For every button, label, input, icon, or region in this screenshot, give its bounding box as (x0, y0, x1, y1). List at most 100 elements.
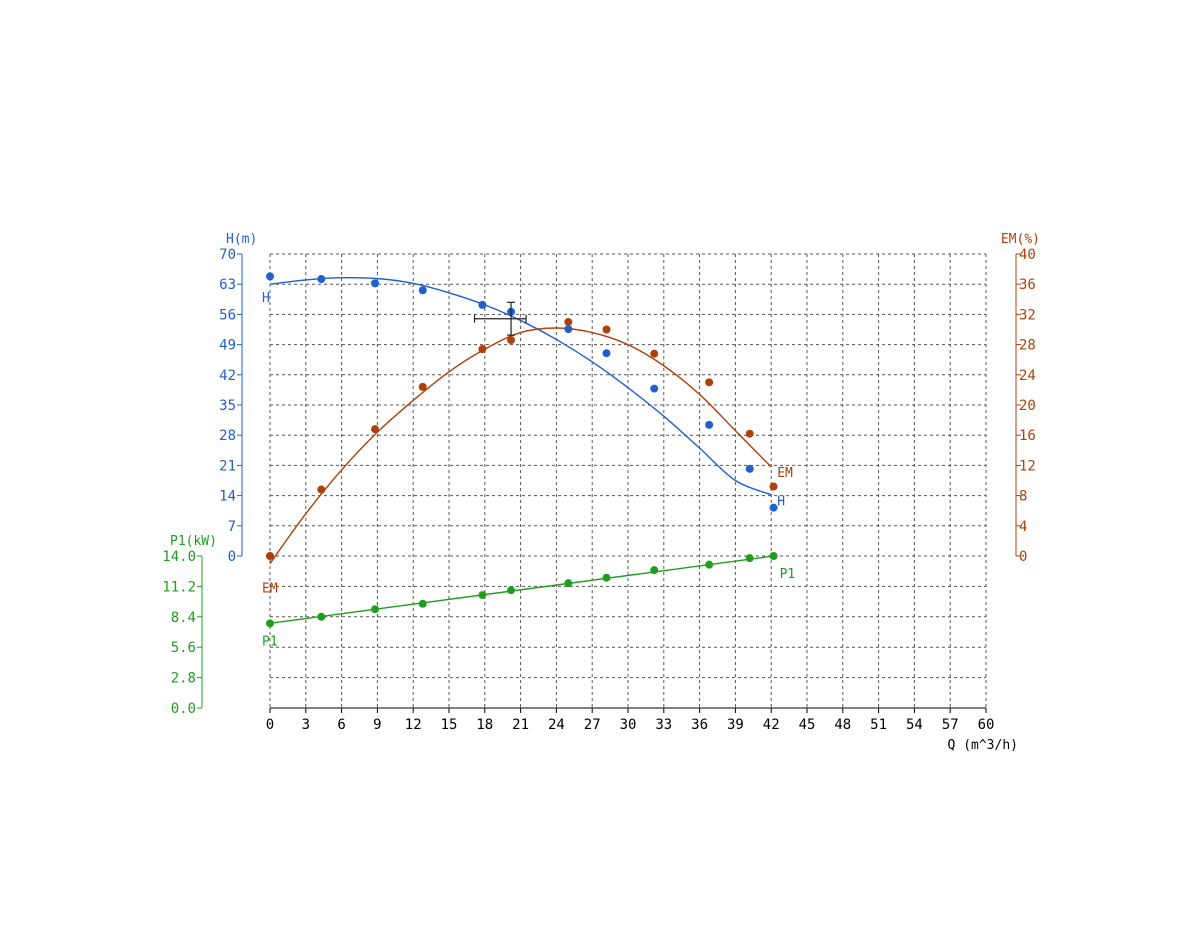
h-data-point (602, 349, 611, 358)
p1-data-point (650, 566, 659, 575)
p1-data-point (371, 605, 380, 614)
axes: 0 3 6 9 12 15 18 21 24 27 30 33 36 39 42 45 48 51 54 57 60Q … (162, 232, 1040, 753)
p1-data-point (478, 591, 487, 600)
p1-data-point (602, 573, 611, 582)
h-data-point (317, 275, 326, 284)
h-data-point (478, 300, 487, 309)
data-points (266, 272, 778, 628)
x-tick-label: 24 (548, 717, 565, 733)
em-data-point (507, 336, 516, 345)
p1-tick-label: 8.4 (171, 610, 196, 626)
p1-data-point (745, 554, 754, 563)
em-tick-label: 24 (1019, 368, 1036, 384)
x-tick-label: 27 (584, 717, 601, 733)
em-tick-label: 32 (1019, 307, 1036, 323)
em-curve (269, 327, 772, 564)
em-data-point (705, 378, 714, 387)
h-data-point (371, 279, 380, 288)
h-tick-label: 21 (219, 458, 236, 474)
x-tick-label: 12 (405, 717, 422, 733)
h-data-point (745, 464, 754, 473)
p1-axis-label: P1(kW) (170, 534, 217, 549)
em-data-point (602, 325, 611, 334)
p1-tick-label: 11.2 (162, 579, 196, 595)
em-data-point (371, 425, 380, 434)
x-axis-label: Q (m^3/h) (948, 738, 1018, 753)
x-tick-label: 33 (655, 717, 672, 733)
p1-data-point (769, 552, 778, 560)
em-tick-label: 0 (1019, 549, 1027, 565)
h-axis-label: H(m) (226, 232, 257, 247)
x-tick-label: 54 (906, 717, 923, 733)
p1-data-point (564, 579, 573, 588)
p1-tick-label: 14.0 (162, 549, 196, 565)
em-tick-label: 20 (1019, 398, 1036, 414)
p1-data-point (317, 612, 326, 621)
p1-data-point (507, 586, 516, 595)
x-tick-label: 6 (337, 717, 345, 733)
em-data-point (266, 552, 274, 560)
h-data-point (266, 272, 274, 281)
em-start-label: EM (262, 582, 278, 597)
p1-data-point (418, 599, 427, 608)
x-tick-label: 39 (727, 717, 744, 733)
h-tick-label: 49 (219, 338, 236, 354)
h-data-point (769, 503, 778, 512)
em-end-label: EM (777, 466, 793, 481)
h-tick-label: 42 (219, 368, 236, 384)
h-tick-label: 56 (219, 307, 236, 323)
x-tick-label: 3 (302, 717, 310, 733)
x-tick-label: 36 (691, 717, 708, 733)
x-tick-label: 60 (978, 717, 995, 733)
em-tick-label: 4 (1019, 519, 1027, 535)
em-data-point (317, 485, 326, 494)
x-tick-label: 48 (834, 717, 851, 733)
p1-tick-label: 0.0 (171, 701, 196, 717)
p1-start-label: P1 (262, 634, 278, 649)
p1-data-point (705, 560, 714, 569)
em-data-point (650, 349, 659, 358)
grid (269, 253, 987, 709)
x-tick-label: 42 (763, 717, 780, 733)
em-data-point (418, 382, 427, 391)
h-data-point (705, 420, 714, 429)
x-tick-label: 18 (476, 717, 493, 733)
em-tick-label: 12 (1019, 458, 1036, 474)
p1-end-label: P1 (780, 567, 796, 582)
h-end-label: H (777, 495, 785, 510)
h-data-point (564, 325, 573, 334)
x-tick-label: 0 (266, 717, 274, 733)
h-tick-label: 70 (219, 247, 236, 263)
h-tick-label: 35 (219, 398, 236, 414)
p1-data-point (266, 619, 274, 628)
h-curve (269, 276, 772, 496)
em-tick-label: 16 (1019, 428, 1036, 444)
x-tick-label: 57 (942, 717, 959, 733)
x-tick-label: 21 (512, 717, 529, 733)
em-data-point (745, 429, 754, 438)
em-tick-label: 28 (1019, 338, 1036, 354)
em-tick-label: 8 (1019, 489, 1027, 505)
h-data-point (418, 286, 427, 295)
h-data-point (650, 384, 659, 393)
em-data-point (564, 317, 573, 326)
h-tick-label: 63 (219, 277, 236, 293)
curves (269, 276, 774, 625)
series-labels: H H EM EM P1 P1 (262, 291, 795, 649)
h-start-label: H (262, 291, 270, 306)
em-tick-label: 40 (1019, 247, 1036, 263)
h-tick-label: 7 (228, 519, 236, 535)
x-tick-label: 51 (870, 717, 887, 733)
em-data-point (478, 345, 487, 354)
em-data-point (769, 482, 778, 491)
h-tick-label: 28 (219, 428, 236, 444)
h-tick-label: 14 (219, 489, 236, 505)
duty-point-marker (473, 301, 527, 336)
em-tick-label: 36 (1019, 277, 1036, 293)
p1-tick-label: 2.8 (171, 671, 196, 687)
x-tick-label: 30 (620, 717, 637, 733)
x-tick-label: 45 (799, 717, 816, 733)
x-tick-label: 9 (373, 717, 381, 733)
p1-curve (269, 555, 774, 625)
